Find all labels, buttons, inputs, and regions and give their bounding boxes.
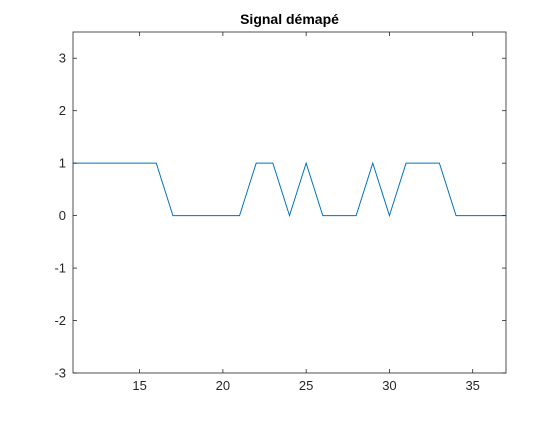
y-tick-label: -3	[54, 366, 66, 381]
y-tick-label: 2	[59, 103, 66, 118]
x-tick-label: 35	[465, 378, 479, 393]
y-tick-label: 3	[59, 51, 66, 66]
y-tick-label: 1	[59, 156, 66, 171]
x-tick-label: 20	[216, 378, 230, 393]
y-tick-label: -2	[54, 313, 66, 328]
x-tick-label: 30	[382, 378, 396, 393]
plot-background	[73, 32, 506, 373]
x-tick-label: 25	[299, 378, 313, 393]
chart-title: Signal démapé	[240, 11, 339, 27]
x-tick-label: 15	[132, 378, 146, 393]
y-tick-label: 0	[59, 208, 66, 223]
y-tick-label: -1	[54, 261, 66, 276]
